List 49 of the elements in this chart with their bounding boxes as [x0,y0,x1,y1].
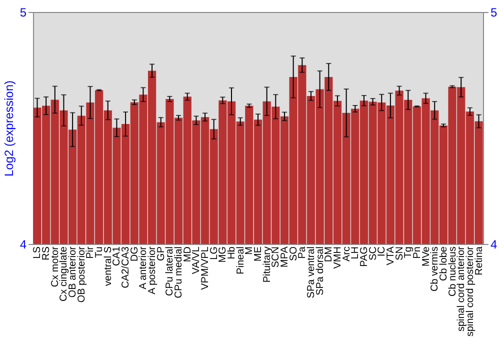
x-tick-label: A anterior [138,246,150,290]
x-tick-label: Cx cingulate [58,246,70,302]
x-tick-label: Hb [226,246,238,260]
x-tick-label: SN [394,246,406,260]
x-tick-label: LH [350,246,362,260]
x-tick-label: PAG [358,246,370,267]
x-tick-label: MVe [420,246,432,267]
x-tick-label: OB anterior [68,246,79,298]
x-tick-label: VPM/VPL [200,246,212,290]
x-tick-label: Tu [94,246,106,258]
x-tick-label: SCN [270,246,282,268]
x-tick-label: spinal cord posterior [464,246,476,337]
x-tick-label: OB posterior [76,246,88,303]
x-tick-label: CA1 [112,246,123,266]
x-tick-label: M [244,246,256,255]
x-tick-label: ME [253,246,264,262]
x-tick-label: Tg [403,246,414,258]
y-axis-title: Log2 (expression) [2,80,16,177]
x-tick-label: Cb nucleus [447,246,458,297]
x-tick-label: DM [324,246,335,262]
x-tick-label: VTA [385,246,396,266]
x-tick-label: Pn [412,246,423,259]
y2-tick-label: 4 [490,238,498,252]
x-tick-label: VMH [332,246,344,269]
y2-tick-label: 5 [490,6,498,20]
x-tick-label: Pituitary [262,246,273,283]
x-tick-label: Arc [341,246,352,262]
x-tick-label: LS [32,246,44,259]
x-tick-label: Pa [297,246,308,259]
x-tick-label: Cx motor [50,246,61,288]
x-tick-label: RS [41,246,52,260]
x-tick-label: GP [156,246,167,261]
x-tick-label: A posterior [147,246,158,294]
x-tick-label: CA2/CA3 [120,246,132,288]
x-tick-label: SPa dorsal [314,246,326,296]
x-tick-label: Pineal [235,246,246,274]
x-tick-label: SC [368,246,379,260]
x-tick-label: spinal cord anterior [456,246,468,332]
x-tick-label: DG [129,246,140,262]
x-tick-label: MPA [279,246,290,268]
x-tick-label: IC [376,246,388,256]
x-tick-label: SPa ventral [306,246,317,298]
x-tick-label: Cb lobe [438,246,450,281]
x-tick-label: Pir [85,246,96,259]
x-tick-label: Retina [474,246,485,276]
x-tick-label: LG [208,246,220,260]
x-tick-label: SO [288,246,300,261]
x-tick-label: CPu medial [174,246,185,298]
x-tick-label: ventral S [102,246,114,286]
